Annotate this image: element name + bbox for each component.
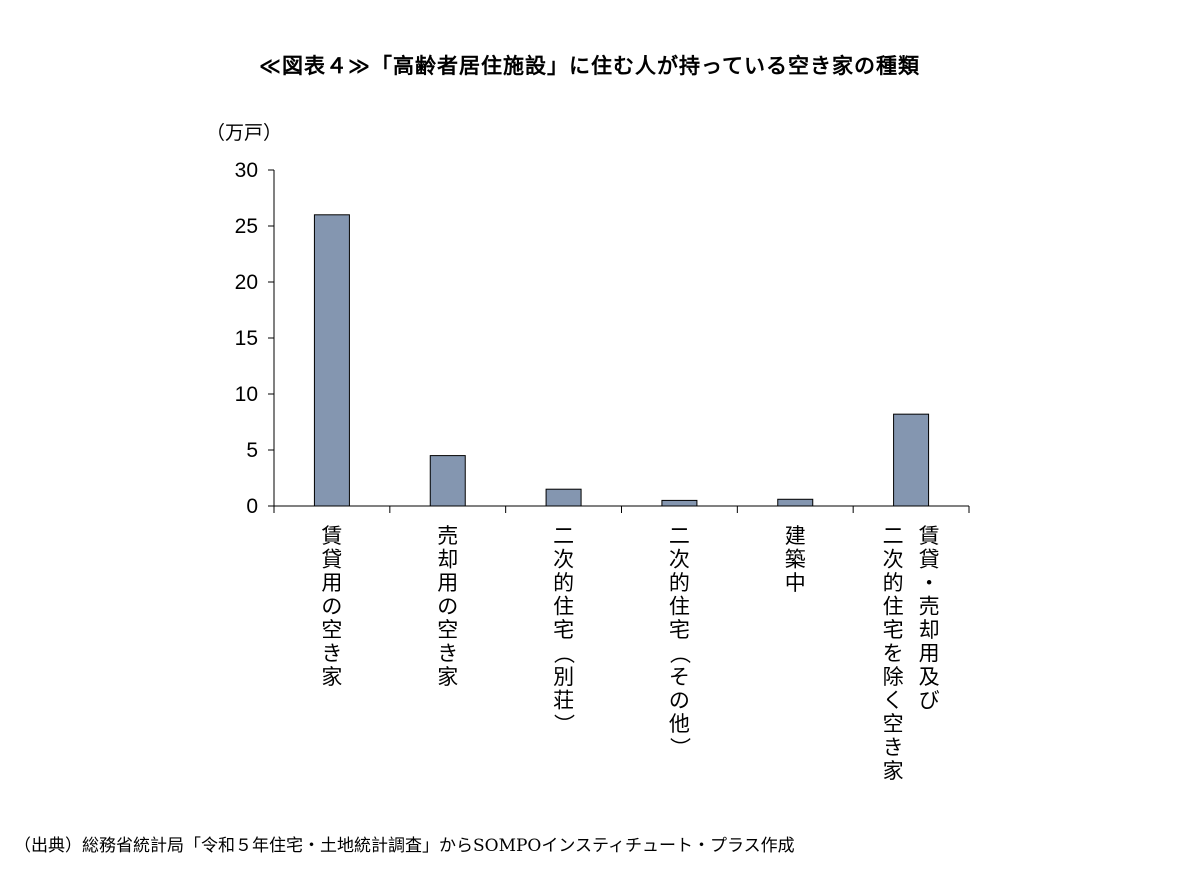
- category-label-char: そ: [669, 665, 690, 689]
- category-label-char: き: [437, 642, 458, 666]
- y-tick-label: 0: [246, 495, 258, 518]
- category-label-char: 二: [553, 524, 574, 548]
- bar-1: [313, 214, 350, 507]
- category-label-char: ）: [552, 714, 576, 735]
- category-label-char: 貸: [321, 548, 342, 572]
- category-label-char: 他: [669, 712, 690, 736]
- category-label-char: （: [552, 643, 576, 664]
- y-tick-label: 10: [235, 383, 258, 406]
- y-tick-label: 5: [246, 439, 258, 462]
- bar-3: [545, 488, 582, 507]
- y-tick-label: 15: [235, 327, 258, 350]
- category-label-char: く: [883, 689, 904, 713]
- source-note: （出典）総務省統計局「令和５年住宅・土地統計調査」からSOMPOインスティチュー…: [14, 836, 795, 856]
- category-label-char: の: [321, 595, 342, 619]
- category-label-char: 空: [321, 618, 342, 642]
- category-label-char: 除: [883, 665, 904, 689]
- category-label-char: 却: [919, 618, 940, 642]
- category-label-char: 住: [553, 595, 574, 619]
- category-label-char: の: [437, 595, 458, 619]
- category-label-char: 家: [883, 759, 904, 783]
- category-label-char: び: [919, 689, 940, 713]
- category-label-char: 的: [669, 571, 690, 595]
- category-label-char: 次: [883, 548, 904, 572]
- y-tick-label: 30: [235, 159, 258, 182]
- category-label-char: 中: [785, 571, 806, 595]
- category-label-char: ）: [667, 737, 691, 758]
- category-labels: 賃貸用の空き家売却用の空き家二次的住宅（別荘）二次的住宅（その他）建築中賃貸・売…: [321, 524, 939, 783]
- category-label-char: 宅: [883, 618, 904, 642]
- y-tick-label: 25: [235, 215, 258, 238]
- category-label-char: 貸: [919, 548, 940, 572]
- category-label-char: 賃: [919, 524, 940, 548]
- category-label-char: （: [667, 643, 691, 664]
- bar-5: [777, 498, 814, 507]
- category-label-char: 的: [553, 571, 574, 595]
- category-label-char: ・: [919, 571, 940, 595]
- category-label-char: 売: [437, 524, 458, 548]
- y-axis-unit-label: （万戸）: [206, 122, 282, 144]
- category-label-char: 家: [437, 665, 458, 689]
- category-label-char: 空: [883, 712, 904, 736]
- category-label-char: 築: [785, 548, 806, 572]
- category-label-char: 用: [919, 642, 940, 666]
- category-label-char: 却: [437, 548, 458, 572]
- category-label-char: 次: [669, 548, 690, 572]
- bar-4: [661, 499, 698, 507]
- category-label-char: を: [883, 642, 904, 666]
- category-label-char: 住: [669, 595, 690, 619]
- category-label-char: 売: [919, 595, 940, 619]
- category-label-char: 家: [321, 665, 342, 689]
- category-label-5: 建築中: [785, 524, 806, 595]
- category-label-char: 用: [321, 571, 342, 595]
- bar-6: [893, 413, 930, 507]
- category-label-char: の: [669, 689, 690, 713]
- category-label-char: 宅: [669, 618, 690, 642]
- category-label-char: 空: [437, 618, 458, 642]
- category-label-char: 荘: [553, 689, 574, 713]
- category-label-char: 賃: [321, 524, 342, 548]
- bars: [313, 214, 930, 507]
- category-label-char: 的: [883, 571, 904, 595]
- category-label-char: き: [321, 642, 342, 666]
- category-label-char: 次: [553, 548, 574, 572]
- category-label-char: 宅: [553, 618, 574, 642]
- category-label-char: 別: [553, 665, 574, 689]
- y-tick-label: 20: [235, 271, 258, 294]
- category-label-char: 二: [669, 524, 690, 548]
- category-label-char: 二: [883, 524, 904, 548]
- category-label-char: 用: [437, 571, 458, 595]
- category-label-char: き: [883, 736, 904, 760]
- category-label-char: 及: [919, 665, 940, 689]
- bar-2: [429, 455, 466, 507]
- axes: 0 5 10 15 20 25 30 （万戸）: [206, 122, 970, 518]
- chart-title: ≪図表４≫「高齢者居住施設」に住む人が持っている空き家の種類: [259, 54, 920, 78]
- category-label-char: 建: [785, 524, 806, 548]
- category-label-char: 住: [883, 595, 904, 619]
